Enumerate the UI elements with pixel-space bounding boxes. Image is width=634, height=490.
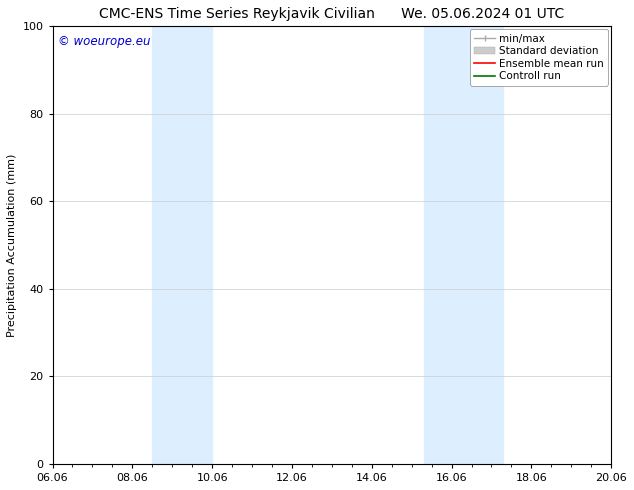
- Bar: [152, 26, 212, 464]
- Text: © woeurope.eu: © woeurope.eu: [58, 35, 151, 48]
- Title: CMC-ENS Time Series Reykjavik Civilian      We. 05.06.2024 01 UTC: CMC-ENS Time Series Reykjavik Civilian W…: [100, 7, 564, 21]
- Bar: [424, 26, 503, 464]
- Y-axis label: Precipitation Accumulation (mm): Precipitation Accumulation (mm): [7, 153, 17, 337]
- Legend: min/max, Standard deviation, Ensemble mean run, Controll run: min/max, Standard deviation, Ensemble me…: [470, 29, 608, 86]
